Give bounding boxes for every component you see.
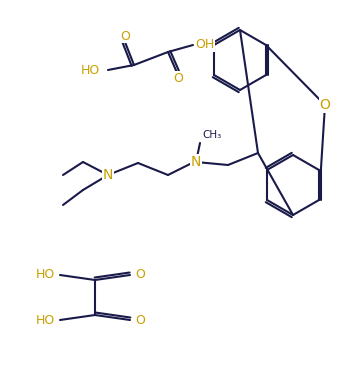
Text: O: O: [135, 314, 145, 326]
Text: O: O: [319, 98, 330, 112]
Text: OH: OH: [195, 38, 214, 52]
Text: N: N: [103, 168, 113, 182]
Text: O: O: [173, 71, 183, 85]
Text: N: N: [191, 155, 201, 169]
Text: CH₃: CH₃: [202, 130, 221, 140]
Text: O: O: [120, 29, 130, 42]
Text: HO: HO: [81, 64, 100, 76]
Text: HO: HO: [36, 268, 55, 282]
Text: HO: HO: [36, 314, 55, 326]
Text: O: O: [135, 268, 145, 282]
